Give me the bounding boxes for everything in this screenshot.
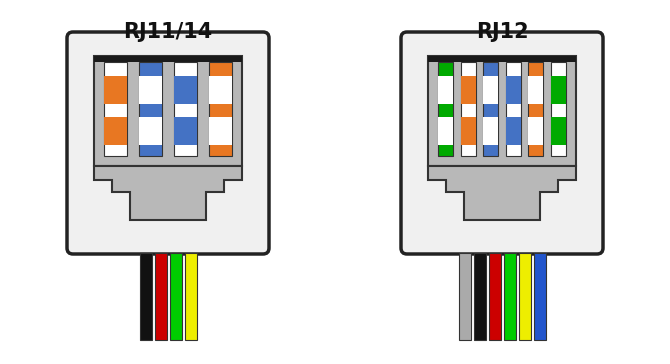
Bar <box>503 253 515 340</box>
Bar <box>519 253 531 340</box>
Bar <box>174 116 197 145</box>
Bar <box>460 116 476 145</box>
Bar <box>104 76 127 104</box>
Bar <box>209 62 232 156</box>
Bar <box>460 76 476 104</box>
Bar <box>209 76 232 104</box>
Bar <box>483 76 498 104</box>
Bar <box>506 116 521 145</box>
Bar <box>155 253 167 340</box>
Bar <box>104 62 127 156</box>
Bar <box>438 76 453 104</box>
Bar <box>483 116 498 145</box>
Bar <box>139 116 162 145</box>
Bar <box>104 116 127 145</box>
Bar <box>506 76 521 104</box>
FancyBboxPatch shape <box>67 32 269 254</box>
Bar <box>529 116 543 145</box>
Bar <box>551 62 566 156</box>
Bar <box>551 116 566 145</box>
Text: RJ12: RJ12 <box>476 22 529 42</box>
Bar <box>174 76 197 104</box>
Bar <box>139 253 151 340</box>
Polygon shape <box>428 166 576 220</box>
Bar <box>170 253 182 340</box>
FancyBboxPatch shape <box>401 32 603 254</box>
Bar <box>428 56 576 166</box>
Bar <box>174 62 197 156</box>
Bar <box>428 56 576 62</box>
Bar <box>474 253 486 340</box>
Bar <box>506 62 521 156</box>
Bar <box>139 62 162 156</box>
Bar <box>488 253 500 340</box>
Bar <box>533 253 545 340</box>
Bar <box>438 116 453 145</box>
Bar <box>460 62 476 156</box>
Text: RJ11/14: RJ11/14 <box>123 22 212 42</box>
Bar <box>139 76 162 104</box>
Bar <box>438 62 453 156</box>
Bar <box>529 62 543 156</box>
Bar <box>483 62 498 156</box>
Polygon shape <box>94 166 242 220</box>
Bar <box>458 253 470 340</box>
Bar <box>184 253 196 340</box>
Bar <box>209 116 232 145</box>
Bar <box>94 56 242 166</box>
Bar <box>551 76 566 104</box>
Bar <box>94 56 242 62</box>
Bar <box>529 76 543 104</box>
